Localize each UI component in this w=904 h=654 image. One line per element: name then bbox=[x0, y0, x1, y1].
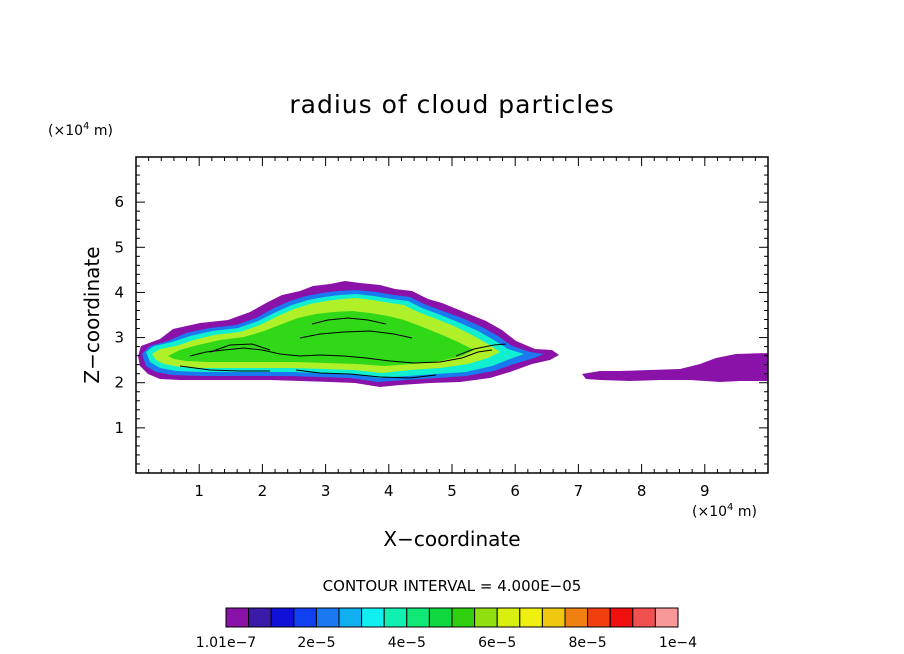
y-tick-label: 4 bbox=[114, 283, 124, 301]
colorbar-cell bbox=[451, 607, 476, 628]
main-cloud-core bbox=[168, 311, 474, 366]
contour-line bbox=[299, 330, 413, 339]
contour-line bbox=[189, 347, 493, 364]
colorbar-cell bbox=[541, 607, 566, 628]
colorbar-cell bbox=[338, 607, 363, 628]
colorbar-label: 4e−5 bbox=[388, 635, 426, 651]
colorbar-cell bbox=[225, 607, 250, 628]
colorbar-label: 1.01e−7 bbox=[196, 635, 256, 651]
x-tick-label: 4 bbox=[384, 482, 394, 500]
y-tick-label: 6 bbox=[114, 193, 124, 211]
colorbar-cell bbox=[361, 607, 385, 628]
y-axis-label: Z−coordinate bbox=[80, 246, 104, 383]
colorbar-cell bbox=[609, 607, 634, 628]
colorbar-labels: 1.01e−7 2e−5 4e−5 6e−5 8e−5 1e−4 bbox=[196, 635, 697, 651]
colorbar-label: 8e−5 bbox=[569, 635, 607, 651]
colorbar-label: 2e−5 bbox=[297, 635, 335, 651]
contour-line bbox=[179, 365, 270, 372]
colorbar-cell bbox=[587, 607, 611, 628]
y-tick-label: 1 bbox=[114, 419, 124, 437]
x-tick-label: 2 bbox=[258, 482, 268, 500]
colorbar-cell bbox=[564, 607, 589, 628]
contour-line bbox=[311, 317, 387, 325]
y-tick-label: 3 bbox=[114, 329, 124, 347]
colorbar-label: 1e−4 bbox=[659, 635, 697, 651]
colorbar-cell bbox=[248, 607, 272, 628]
x-tick-label: 6 bbox=[510, 482, 520, 500]
contour-line bbox=[455, 343, 507, 357]
x-tick-label: 5 bbox=[447, 482, 457, 500]
contour-interval: CONTOUR INTERVAL = 4.000E−05 bbox=[323, 577, 582, 595]
x-tick-label: 9 bbox=[700, 482, 710, 500]
colorbar-cell bbox=[406, 607, 430, 628]
x-tick-label: 3 bbox=[321, 482, 331, 500]
x-tick-label: 1 bbox=[194, 482, 204, 500]
chart-title: radius of cloud particles bbox=[289, 90, 614, 119]
colorbar-cell bbox=[654, 607, 679, 628]
colorbar-cell bbox=[496, 607, 521, 628]
x-tick-label: 8 bbox=[637, 482, 647, 500]
colorbar-cell bbox=[293, 607, 317, 628]
right-cloud bbox=[582, 353, 768, 382]
y-axis-unit: (×104 m) bbox=[48, 121, 113, 139]
y-tick-label: 2 bbox=[114, 374, 124, 392]
y-tick-label: 5 bbox=[114, 238, 124, 256]
colorbar-cell bbox=[632, 607, 656, 628]
x-tick-label: 7 bbox=[574, 482, 584, 500]
x-axis-unit: (×104 m) bbox=[692, 502, 757, 520]
contour-line bbox=[209, 343, 271, 353]
colorbar-cell bbox=[428, 607, 453, 628]
contour-line bbox=[295, 369, 437, 379]
colorbar-cell bbox=[474, 607, 498, 628]
colorbar-cell bbox=[270, 607, 295, 628]
x-axis-label: X−coordinate bbox=[383, 527, 520, 551]
colorbar-cell bbox=[383, 607, 408, 628]
axis-tick-labels: 1 2 3 4 5 6 7 8 9 1 2 3 4 5 6 bbox=[114, 193, 709, 500]
colorbar-cell bbox=[315, 607, 340, 628]
cloud-field bbox=[138, 281, 768, 387]
axis-ticks bbox=[136, 157, 768, 473]
colorbar-cell bbox=[519, 607, 543, 628]
colorbar bbox=[225, 607, 679, 628]
colorbar-label: 6e−5 bbox=[478, 635, 516, 651]
